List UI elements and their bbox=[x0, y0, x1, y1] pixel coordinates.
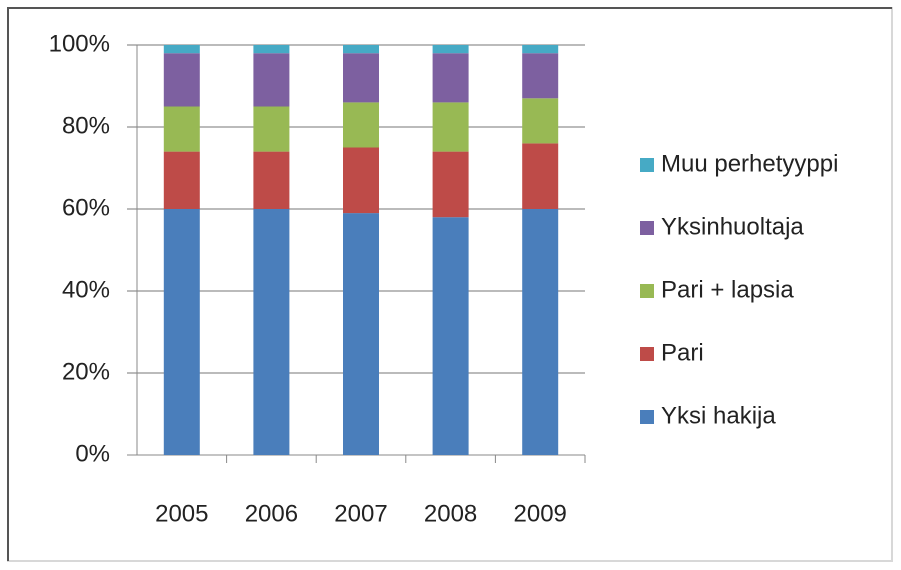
bar-segment bbox=[343, 53, 379, 103]
bar-segment bbox=[522, 45, 559, 54]
y-tick-label: 40% bbox=[62, 276, 110, 303]
legend-label: Pari bbox=[661, 339, 704, 366]
y-tick-label: 0% bbox=[75, 440, 110, 467]
bar-segment bbox=[253, 209, 290, 455]
y-tick-label: 20% bbox=[62, 358, 110, 385]
bar-segment bbox=[253, 53, 290, 107]
bar-segment bbox=[522, 98, 559, 144]
bar-segment bbox=[343, 147, 379, 214]
bar-segment bbox=[522, 53, 559, 99]
bar-segment bbox=[343, 102, 379, 148]
legend-swatch bbox=[640, 221, 654, 235]
legend-swatch bbox=[640, 410, 654, 424]
x-tick-label: 2005 bbox=[155, 500, 208, 527]
bar-segment bbox=[163, 45, 200, 54]
bar-segment bbox=[163, 53, 200, 107]
bar-segment bbox=[253, 45, 290, 54]
x-tick-label: 2007 bbox=[334, 500, 387, 527]
bar-segment bbox=[432, 151, 469, 218]
y-tick-label: 60% bbox=[62, 194, 110, 221]
legend-swatch bbox=[640, 158, 654, 172]
bar-segment bbox=[432, 53, 469, 103]
y-tick-label: 100% bbox=[49, 30, 110, 57]
bar-segment bbox=[343, 45, 379, 54]
x-tick-label: 2006 bbox=[245, 500, 298, 527]
x-tick-label: 2009 bbox=[514, 500, 567, 527]
bar-segment bbox=[522, 143, 559, 209]
bar-segment bbox=[253, 106, 290, 152]
legend-swatch bbox=[640, 347, 654, 361]
bar-segment bbox=[522, 209, 559, 455]
legend-label: Yksinhuoltaja bbox=[661, 213, 804, 240]
bar-segment bbox=[343, 213, 379, 455]
bar-segment bbox=[432, 102, 469, 152]
bar-segment bbox=[163, 209, 200, 455]
bar-segment bbox=[432, 45, 469, 54]
frame-edge bbox=[7, 7, 892, 561]
bar-segment bbox=[432, 217, 469, 455]
legend-swatch bbox=[640, 284, 654, 298]
y-tick-label: 80% bbox=[62, 112, 110, 139]
bar-segment bbox=[163, 106, 200, 152]
legend-label: Muu perhetyyppi bbox=[661, 150, 838, 177]
legend-label: Yksi hakija bbox=[661, 402, 776, 429]
legend-label: Pari + lapsia bbox=[661, 276, 794, 303]
x-tick-label: 2008 bbox=[424, 500, 477, 527]
bar-segment bbox=[253, 151, 290, 209]
bar-segment bbox=[163, 151, 200, 209]
